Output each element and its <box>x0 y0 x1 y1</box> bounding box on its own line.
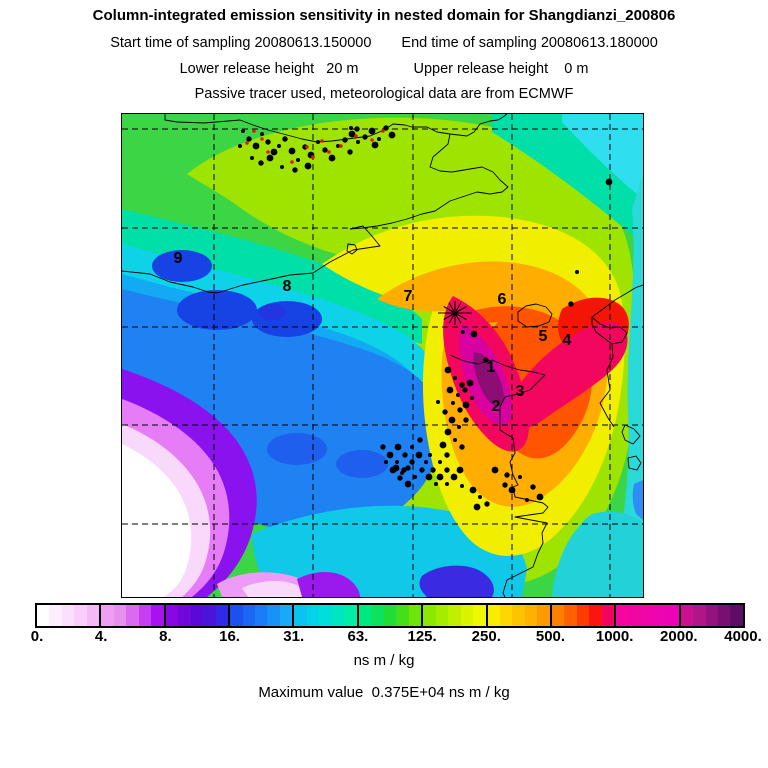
lower-release-label: Lower release height 20 m <box>179 61 359 77</box>
colorbar-segment <box>292 605 357 626</box>
colorbar-segment <box>163 605 229 626</box>
site-number: 9 <box>174 250 183 267</box>
site-number: 4 <box>563 332 572 349</box>
colorbar-segment <box>228 605 293 626</box>
release-height-line: Lower release height 20 m Upper release … <box>0 61 768 77</box>
sensitivity-field <box>122 114 643 597</box>
colorbar-ticks: 0. 4. 8. 16. 31. 63. 125. 250. 500. 1000. 2000. 400… <box>0 628 768 648</box>
colorbar-tick-label: 4. <box>94 628 108 645</box>
colorbar <box>35 603 745 628</box>
colorbar-tick-label: 250. <box>471 628 501 645</box>
colorbar-segment <box>356 605 422 626</box>
colorbar-tick-label: 500. <box>535 628 566 645</box>
upper-release-label: Upper release height 0 m <box>413 61 589 77</box>
site-number: 6 <box>498 291 507 308</box>
site-number: 7 <box>404 288 413 305</box>
colorbar-segment <box>485 605 550 626</box>
colorbar-tick-label: 0. <box>30 628 44 645</box>
colorbar-segment <box>678 605 743 626</box>
station-markers <box>238 125 613 511</box>
colorbar-tick-label: 63. <box>347 628 369 645</box>
release-site-marker <box>438 301 472 325</box>
tracer-info-label: Passive tracer used, meteorological data… <box>194 86 574 102</box>
colorbar-tick-label: 16. <box>219 628 240 645</box>
colorbar-unit-label: ns m / kg <box>353 652 415 669</box>
colorbar-tick-label: 8. <box>159 628 172 645</box>
sampling-time-line: Start time of sampling 20080613.150000 E… <box>0 35 768 51</box>
site-number: 5 <box>539 328 548 345</box>
colorbar-segment <box>99 605 164 626</box>
page-title: Column-integrated emission sensitivity i… <box>92 7 676 24</box>
end-time-label: End time of sampling 20080613.180000 <box>401 35 658 51</box>
colorbar-segment <box>614 605 679 626</box>
site-number: 3 <box>516 383 525 400</box>
colorbar-tick-label: 4000. <box>724 628 762 645</box>
site-number: 2 <box>492 398 501 415</box>
colorbar-tick-label: 1000. <box>595 628 634 645</box>
colorbar-tick-label: 125. <box>407 628 437 645</box>
colorbar-tick-label: 2000. <box>660 628 698 645</box>
colorbar-tick-label: 31. <box>283 628 305 645</box>
site-number: 1 <box>487 359 496 376</box>
colorbar-segment <box>421 605 486 626</box>
max-value-label: Maximum value 0.375E+04 ns m / kg <box>258 684 510 701</box>
site-number: 8 <box>283 278 292 295</box>
lat-lon-grid <box>122 114 643 597</box>
start-time-label: Start time of sampling 20080613.150000 <box>110 35 372 51</box>
colorbar-segment <box>549 605 615 626</box>
country-borders <box>121 113 644 598</box>
colorbar-segment <box>37 605 100 626</box>
